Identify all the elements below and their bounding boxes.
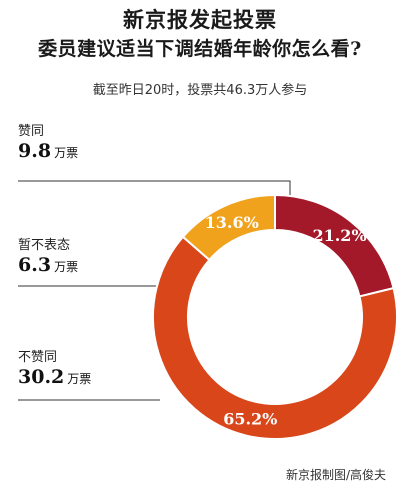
label-neutral-value: 6.3 万票 <box>18 254 78 278</box>
slice-percent-label-disagree: 65.2% <box>223 410 277 429</box>
label-agree: 赞同 9.8 万票 <box>18 124 78 164</box>
credit-text: 新京报制图/高俊夫 <box>285 468 386 482</box>
donut-slice-neutral <box>181 193 276 262</box>
label-agree-name: 赞同 <box>18 124 45 139</box>
chart-title: 新京报发起投票 <box>123 7 277 32</box>
label-disagree-name: 不赞同 <box>18 350 58 365</box>
donut-slice-disagree <box>152 235 398 440</box>
chart-subtitle: 截至昨日20时，投票共46.3万人参与 <box>92 83 308 98</box>
chart-title-line2: 委员建议适当下调结婚年龄你怎么看? <box>38 38 362 60</box>
label-neutral-unit: 万票 <box>54 260 79 274</box>
label-neutral-name: 暂不表态 <box>18 238 71 253</box>
label-neutral-number: 6.3 <box>18 254 52 276</box>
slice-percent-label-agree: 21.2% <box>312 226 366 245</box>
label-disagree-value: 30.2 万票 <box>18 366 91 390</box>
label-agree-number: 9.8 <box>18 140 52 162</box>
label-disagree-unit: 万票 <box>67 372 92 386</box>
donut-slice-agree <box>274 193 395 298</box>
label-agree-value: 9.8 万票 <box>18 140 78 164</box>
slice-percent-label-neutral: 13.6% <box>205 213 259 232</box>
label-agree-unit: 万票 <box>54 146 79 160</box>
label-disagree: 不赞同 30.2 万票 <box>18 350 91 390</box>
label-neutral: 暂不表态 6.3 万票 <box>18 238 78 278</box>
label-disagree-number: 30.2 <box>18 366 65 388</box>
